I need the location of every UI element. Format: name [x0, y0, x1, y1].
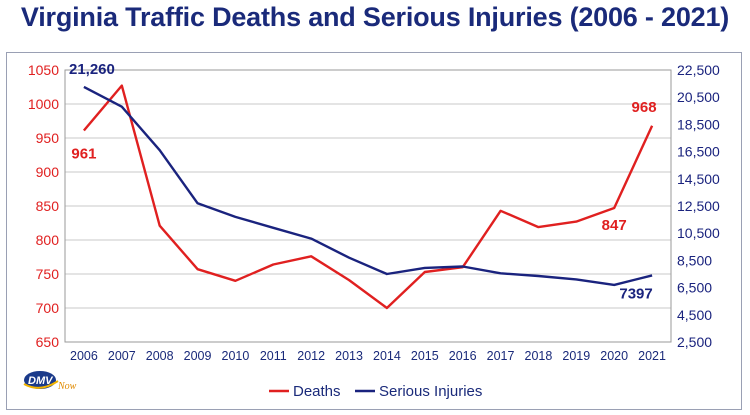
y-left-tick-label: 1050 — [28, 62, 59, 78]
dmv-now-logo: DMV Now — [23, 371, 77, 392]
y-right-tick-label: 18,500 — [677, 116, 720, 132]
x-tick-label: 2017 — [487, 349, 515, 363]
y-right-tick-label: 12,500 — [677, 198, 720, 214]
chart-title: Virginia Traffic Deaths and Serious Inju… — [20, 2, 730, 32]
x-tick-label: 2010 — [222, 349, 250, 363]
data-label: 7397 — [619, 285, 652, 302]
x-tick-label: 2019 — [562, 349, 590, 363]
y-right-tick-label: 20,500 — [677, 89, 720, 105]
x-tick-label: 2014 — [373, 349, 401, 363]
series-line-deaths — [82, 84, 654, 310]
y-right-tick-label: 10,500 — [677, 225, 720, 241]
x-tick-label: 2006 — [70, 349, 98, 363]
y-right-tick-label: 22,500 — [677, 62, 720, 78]
data-label: 961 — [71, 146, 96, 163]
y-right-tick-label: 8,500 — [677, 252, 712, 268]
y-right-tick-label: 16,500 — [677, 144, 720, 160]
plot-area-border — [64, 69, 672, 343]
y-right-tick-label: 14,500 — [677, 171, 720, 187]
y-right-tick-label: 2,500 — [677, 334, 712, 350]
svg-text:DMV: DMV — [28, 375, 54, 387]
chart-frame: 650 700 750 800 850 900 950 1000 1050 2,500 4,500 6… — [6, 52, 742, 410]
data-label: 968 — [632, 99, 657, 116]
y-left-tick-label: 950 — [36, 130, 60, 146]
x-tick-label: 2015 — [411, 349, 439, 363]
svg-text:Now: Now — [57, 381, 77, 392]
x-tick-label: 2018 — [525, 349, 553, 363]
x-tick-label: 2016 — [449, 349, 477, 363]
line-chart: 650 700 750 800 850 900 950 1000 1050 2,500 4,500 6… — [28, 61, 720, 400]
x-tick-label: 2013 — [335, 349, 363, 363]
x-tick-label: 2007 — [108, 349, 136, 363]
y-left-tick-label: 800 — [36, 232, 60, 248]
x-tick-label: 2020 — [600, 349, 628, 363]
y-left-tick-label: 650 — [36, 334, 60, 350]
x-tick-label: 2021 — [638, 349, 666, 363]
x-tick-label: 2012 — [297, 349, 325, 363]
y-right-tick-label: 4,500 — [677, 307, 712, 323]
legend-label: Deaths — [293, 383, 341, 400]
y-left-tick-label: 900 — [36, 164, 60, 180]
y-left-tick-label: 1000 — [28, 96, 59, 112]
x-tick-label: 2009 — [184, 349, 212, 363]
x-tick-label: 2011 — [260, 349, 287, 363]
data-label: 21,260 — [69, 61, 115, 78]
series-line-serious-injuries — [83, 85, 653, 287]
y-right-tick-label: 6,500 — [677, 280, 712, 296]
y-left-tick-label: 700 — [36, 300, 60, 316]
y-left-tick-label: 750 — [36, 266, 60, 282]
data-label: 847 — [602, 217, 627, 234]
x-tick-label: 2008 — [146, 349, 174, 363]
legend-label: Serious Injuries — [379, 383, 482, 400]
y-left-tick-label: 850 — [36, 198, 60, 214]
